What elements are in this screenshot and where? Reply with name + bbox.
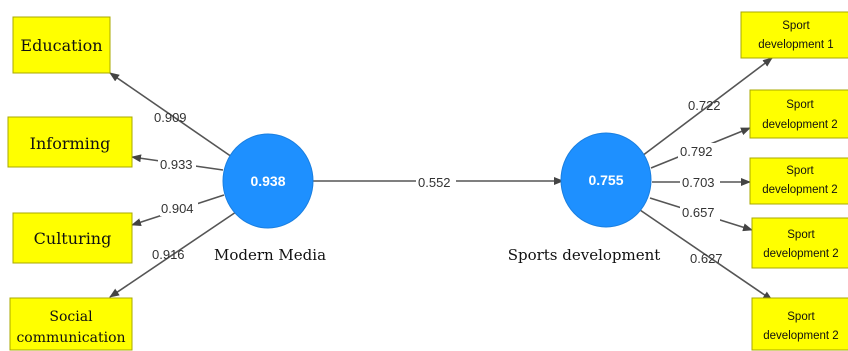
arrow-sports-development-to-indicator-5	[639, 209, 773, 301]
arrow-modern-media-to-social-communication	[109, 211, 237, 298]
construct-name-label: Modern Media	[214, 246, 326, 264]
construct-sports-development: 0.755 Sports development	[508, 132, 661, 264]
indicator-sport-development-2b: Sport development 2	[749, 157, 848, 205]
indicator-sport-development-2d: Sport development 2	[751, 297, 848, 351]
indicator-label-line2: development 1	[758, 39, 833, 51]
indicator-label: Informing	[30, 134, 111, 153]
indicator-label-line2: development 2	[763, 330, 838, 342]
indicator-label-line1: Sport	[782, 20, 810, 32]
loading-label-informing: 0.933	[160, 157, 193, 172]
indicator-label-line1: Sport	[786, 165, 814, 177]
construct-r-squared-value: 0.938	[250, 173, 285, 189]
indicator-informing: Informing	[7, 116, 133, 168]
indicator-label: Culturing	[34, 229, 112, 248]
indicator-label-line1: Sport	[787, 229, 815, 241]
loading-label-education: 0.909	[154, 110, 187, 125]
construct-modern-media: 0.938 Modern Media	[214, 133, 326, 264]
indicator-label-line1: Sport	[787, 311, 815, 323]
loading-label-sport-development-2d: 0.627	[690, 251, 723, 266]
indicator-label-line1: Social	[49, 309, 93, 325]
loading-label-social-communication: 0.916	[152, 247, 185, 262]
indicator-sport-development-1: Sport development 1	[740, 11, 848, 59]
arrow-modern-media-to-education	[109, 72, 233, 158]
indicator-sport-development-2c: Sport development 2	[751, 217, 848, 269]
path-coefficient-label: 0.552	[418, 175, 451, 190]
indicator-label-line2: development 2	[763, 248, 838, 260]
indicator-label-line1: Sport	[786, 99, 814, 111]
loading-label-sport-development-1: 0.722	[688, 98, 721, 113]
indicator-label-line2: communication	[16, 330, 125, 346]
loading-label-culturing: 0.904	[161, 201, 194, 216]
indicator-social-communication: Social communication	[9, 297, 133, 351]
construct-r-squared-value: 0.755	[588, 172, 623, 188]
arrow-sports-development-to-indicator-1	[641, 57, 773, 157]
indicator-sport-development-2a: Sport development 2	[749, 89, 848, 139]
loading-label-sport-development-2a: 0.792	[680, 144, 713, 159]
loading-label-sport-development-2b: 0.703	[682, 175, 715, 190]
indicator-education: Education	[12, 16, 111, 74]
loading-label-sport-development-2c: 0.657	[682, 205, 715, 220]
construct-name-label: Sports development	[508, 246, 661, 264]
indicator-label: Education	[20, 36, 102, 55]
indicator-label-line2: development 2	[762, 119, 837, 131]
indicator-label-line2: development 2	[762, 184, 837, 196]
indicator-culturing: Culturing	[12, 212, 133, 264]
